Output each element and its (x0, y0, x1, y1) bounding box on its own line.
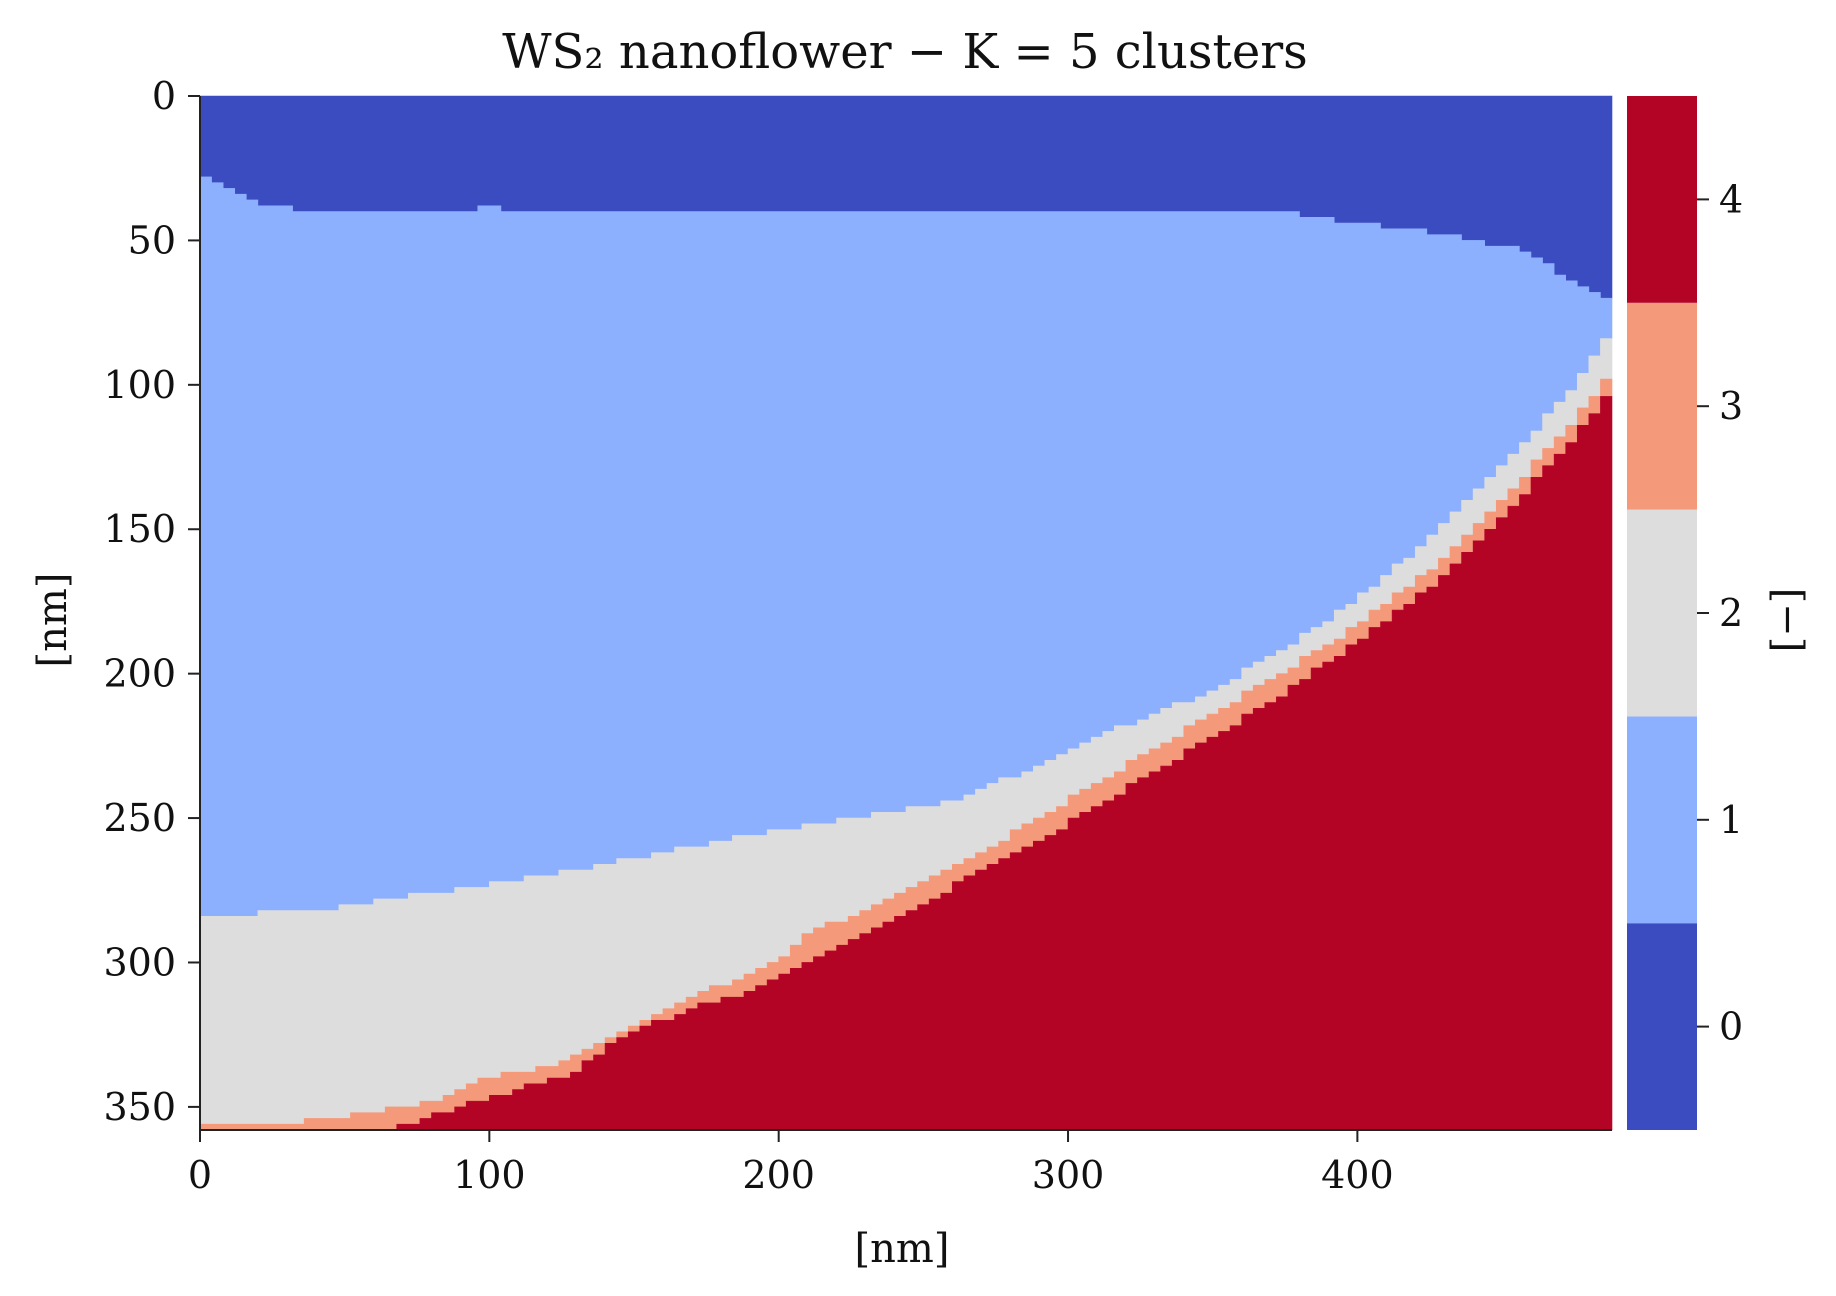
colorbar-tick-label: 2 (1719, 591, 1743, 635)
y-tick-label: 50 (128, 218, 176, 262)
x-tick-label: 0 (188, 1153, 212, 1197)
x-tick-label: 100 (453, 1153, 526, 1197)
y-tick-label: 300 (103, 940, 176, 984)
colorbar-tick-label: 4 (1719, 177, 1743, 221)
heatmap-plot-area (199, 95, 1613, 1131)
x-tick-label: 300 (1032, 1153, 1105, 1197)
colorbar-segment-2 (1627, 509, 1697, 717)
colorbar-tick-label: 3 (1719, 384, 1743, 428)
y-tick-label: 200 (103, 652, 176, 696)
colorbar: 0 1 2 3 4 (1627, 96, 1743, 1130)
colorbar-tick-label: 1 (1719, 798, 1743, 842)
x-tick-label: 200 (742, 1153, 815, 1197)
colorbar-segment-0 (1627, 923, 1697, 1130)
x-axis-label: [nm] (855, 1226, 950, 1272)
y-tick-label: 100 (103, 363, 176, 407)
colorbar-segment-1 (1627, 716, 1697, 924)
y-axis-label: [nm] (30, 573, 76, 668)
y-tick-label: 0 (152, 74, 176, 118)
y-tick-label: 150 (103, 507, 176, 551)
y-tick-label: 350 (103, 1085, 176, 1129)
y-tick-label: 250 (103, 796, 176, 840)
x-axis: 0 100 200 300 400 (188, 1129, 1612, 1197)
x-tick-label: 400 (1321, 1153, 1394, 1197)
colorbar-label: [−] (1764, 588, 1810, 653)
colorbar-segment-4 (1627, 96, 1697, 303)
chart-title: WS₂ nanoflower − K = 5 clusters (502, 24, 1308, 80)
colorbar-segment-3 (1627, 302, 1697, 510)
y-axis: 0 50 100 150 200 250 300 350 (103, 74, 201, 1130)
colorbar-tick-label: 0 (1719, 1005, 1743, 1049)
